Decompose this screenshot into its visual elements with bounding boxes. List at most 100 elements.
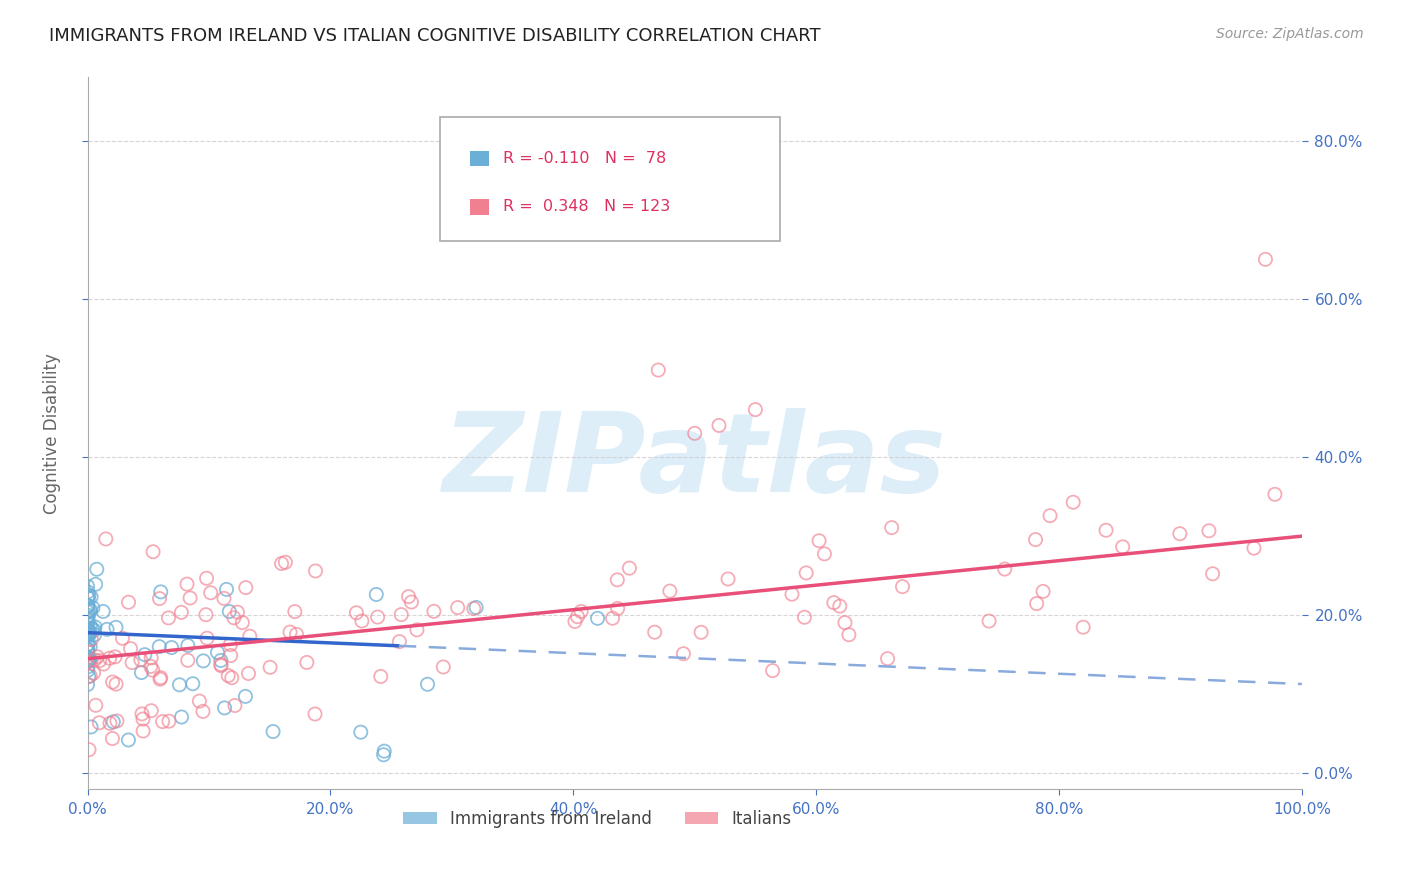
Point	[432, 660, 454, 674]
Point	[219, 648, 242, 663]
Point	[218, 605, 240, 619]
Text: R =  0.348   N = 123: R = 0.348 N = 123	[503, 200, 671, 214]
Point	[141, 650, 163, 665]
Point	[120, 641, 142, 656]
Point	[76, 599, 98, 613]
Text: Source: ZipAtlas.com: Source: ZipAtlas.com	[1216, 27, 1364, 41]
Point	[132, 712, 155, 726]
Point	[84, 620, 107, 634]
Point	[121, 656, 143, 670]
Point	[1071, 620, 1094, 634]
Point	[880, 521, 903, 535]
Point	[79, 652, 101, 666]
Point	[101, 731, 124, 746]
Point	[79, 626, 101, 640]
Point	[77, 670, 100, 684]
Text: R = -0.110   N =  78: R = -0.110 N = 78	[503, 151, 666, 166]
Point	[76, 627, 98, 641]
Point	[82, 600, 104, 615]
Point	[295, 656, 318, 670]
Point	[79, 654, 101, 668]
Point	[762, 664, 785, 678]
Point	[80, 590, 103, 604]
Point	[101, 675, 124, 690]
Point	[690, 625, 713, 640]
Point	[823, 596, 845, 610]
Point	[77, 637, 100, 651]
Point	[373, 744, 395, 758]
Point	[79, 640, 101, 654]
Point	[105, 677, 128, 691]
Point	[793, 610, 815, 624]
Point	[83, 627, 105, 641]
Point	[134, 648, 156, 662]
Point	[77, 615, 100, 630]
Point	[77, 588, 100, 602]
Point	[148, 591, 170, 606]
Point	[221, 671, 243, 685]
Point	[195, 631, 218, 645]
Point	[188, 694, 211, 708]
Point	[84, 698, 107, 713]
Point	[200, 586, 222, 600]
Point	[224, 698, 246, 713]
Point	[569, 605, 592, 619]
Point	[98, 651, 121, 665]
Point	[76, 599, 98, 613]
FancyBboxPatch shape	[440, 117, 780, 241]
Point	[76, 642, 98, 657]
Point	[195, 571, 218, 585]
Point	[994, 562, 1017, 576]
Point	[77, 629, 100, 643]
Point	[304, 706, 326, 721]
Point	[389, 607, 412, 622]
Point	[181, 677, 204, 691]
Point	[350, 614, 373, 628]
Point	[465, 600, 488, 615]
Point	[373, 747, 395, 762]
Point	[644, 625, 666, 640]
Point	[76, 624, 98, 638]
Point	[219, 638, 242, 652]
Point	[398, 590, 420, 604]
Point	[658, 584, 681, 599]
Point	[83, 624, 105, 638]
Point	[388, 634, 411, 648]
Point	[79, 625, 101, 640]
Text: IMMIGRANTS FROM IRELAND VS ITALIAN COGNITIVE DISABILITY CORRELATION CHART: IMMIGRANTS FROM IRELAND VS ITALIAN COGNI…	[49, 27, 821, 45]
Point	[209, 653, 232, 667]
Point	[77, 621, 100, 635]
Point	[129, 653, 152, 667]
Point	[149, 671, 172, 685]
Point	[284, 605, 307, 619]
Point	[77, 591, 100, 606]
Text: ZIPatlas: ZIPatlas	[443, 409, 946, 516]
Point	[683, 426, 706, 441]
Point	[707, 418, 730, 433]
Point	[606, 573, 628, 587]
Point	[142, 663, 165, 677]
Point	[77, 608, 100, 623]
Point	[209, 658, 232, 673]
Point	[79, 624, 101, 639]
Point	[157, 611, 180, 625]
Point	[567, 609, 589, 624]
Point	[606, 601, 628, 615]
Point	[717, 572, 740, 586]
Point	[238, 666, 260, 681]
Point	[76, 638, 98, 652]
Point	[104, 649, 127, 664]
Point	[93, 657, 115, 671]
Point	[463, 601, 485, 615]
Point	[370, 669, 392, 683]
Point	[76, 613, 98, 627]
Point	[77, 742, 100, 756]
Point	[1025, 597, 1047, 611]
Point	[780, 587, 803, 601]
Point	[367, 610, 389, 624]
Point	[193, 654, 215, 668]
Point	[647, 363, 669, 377]
Point	[1095, 523, 1118, 537]
Point	[77, 628, 100, 642]
Point	[76, 605, 98, 619]
